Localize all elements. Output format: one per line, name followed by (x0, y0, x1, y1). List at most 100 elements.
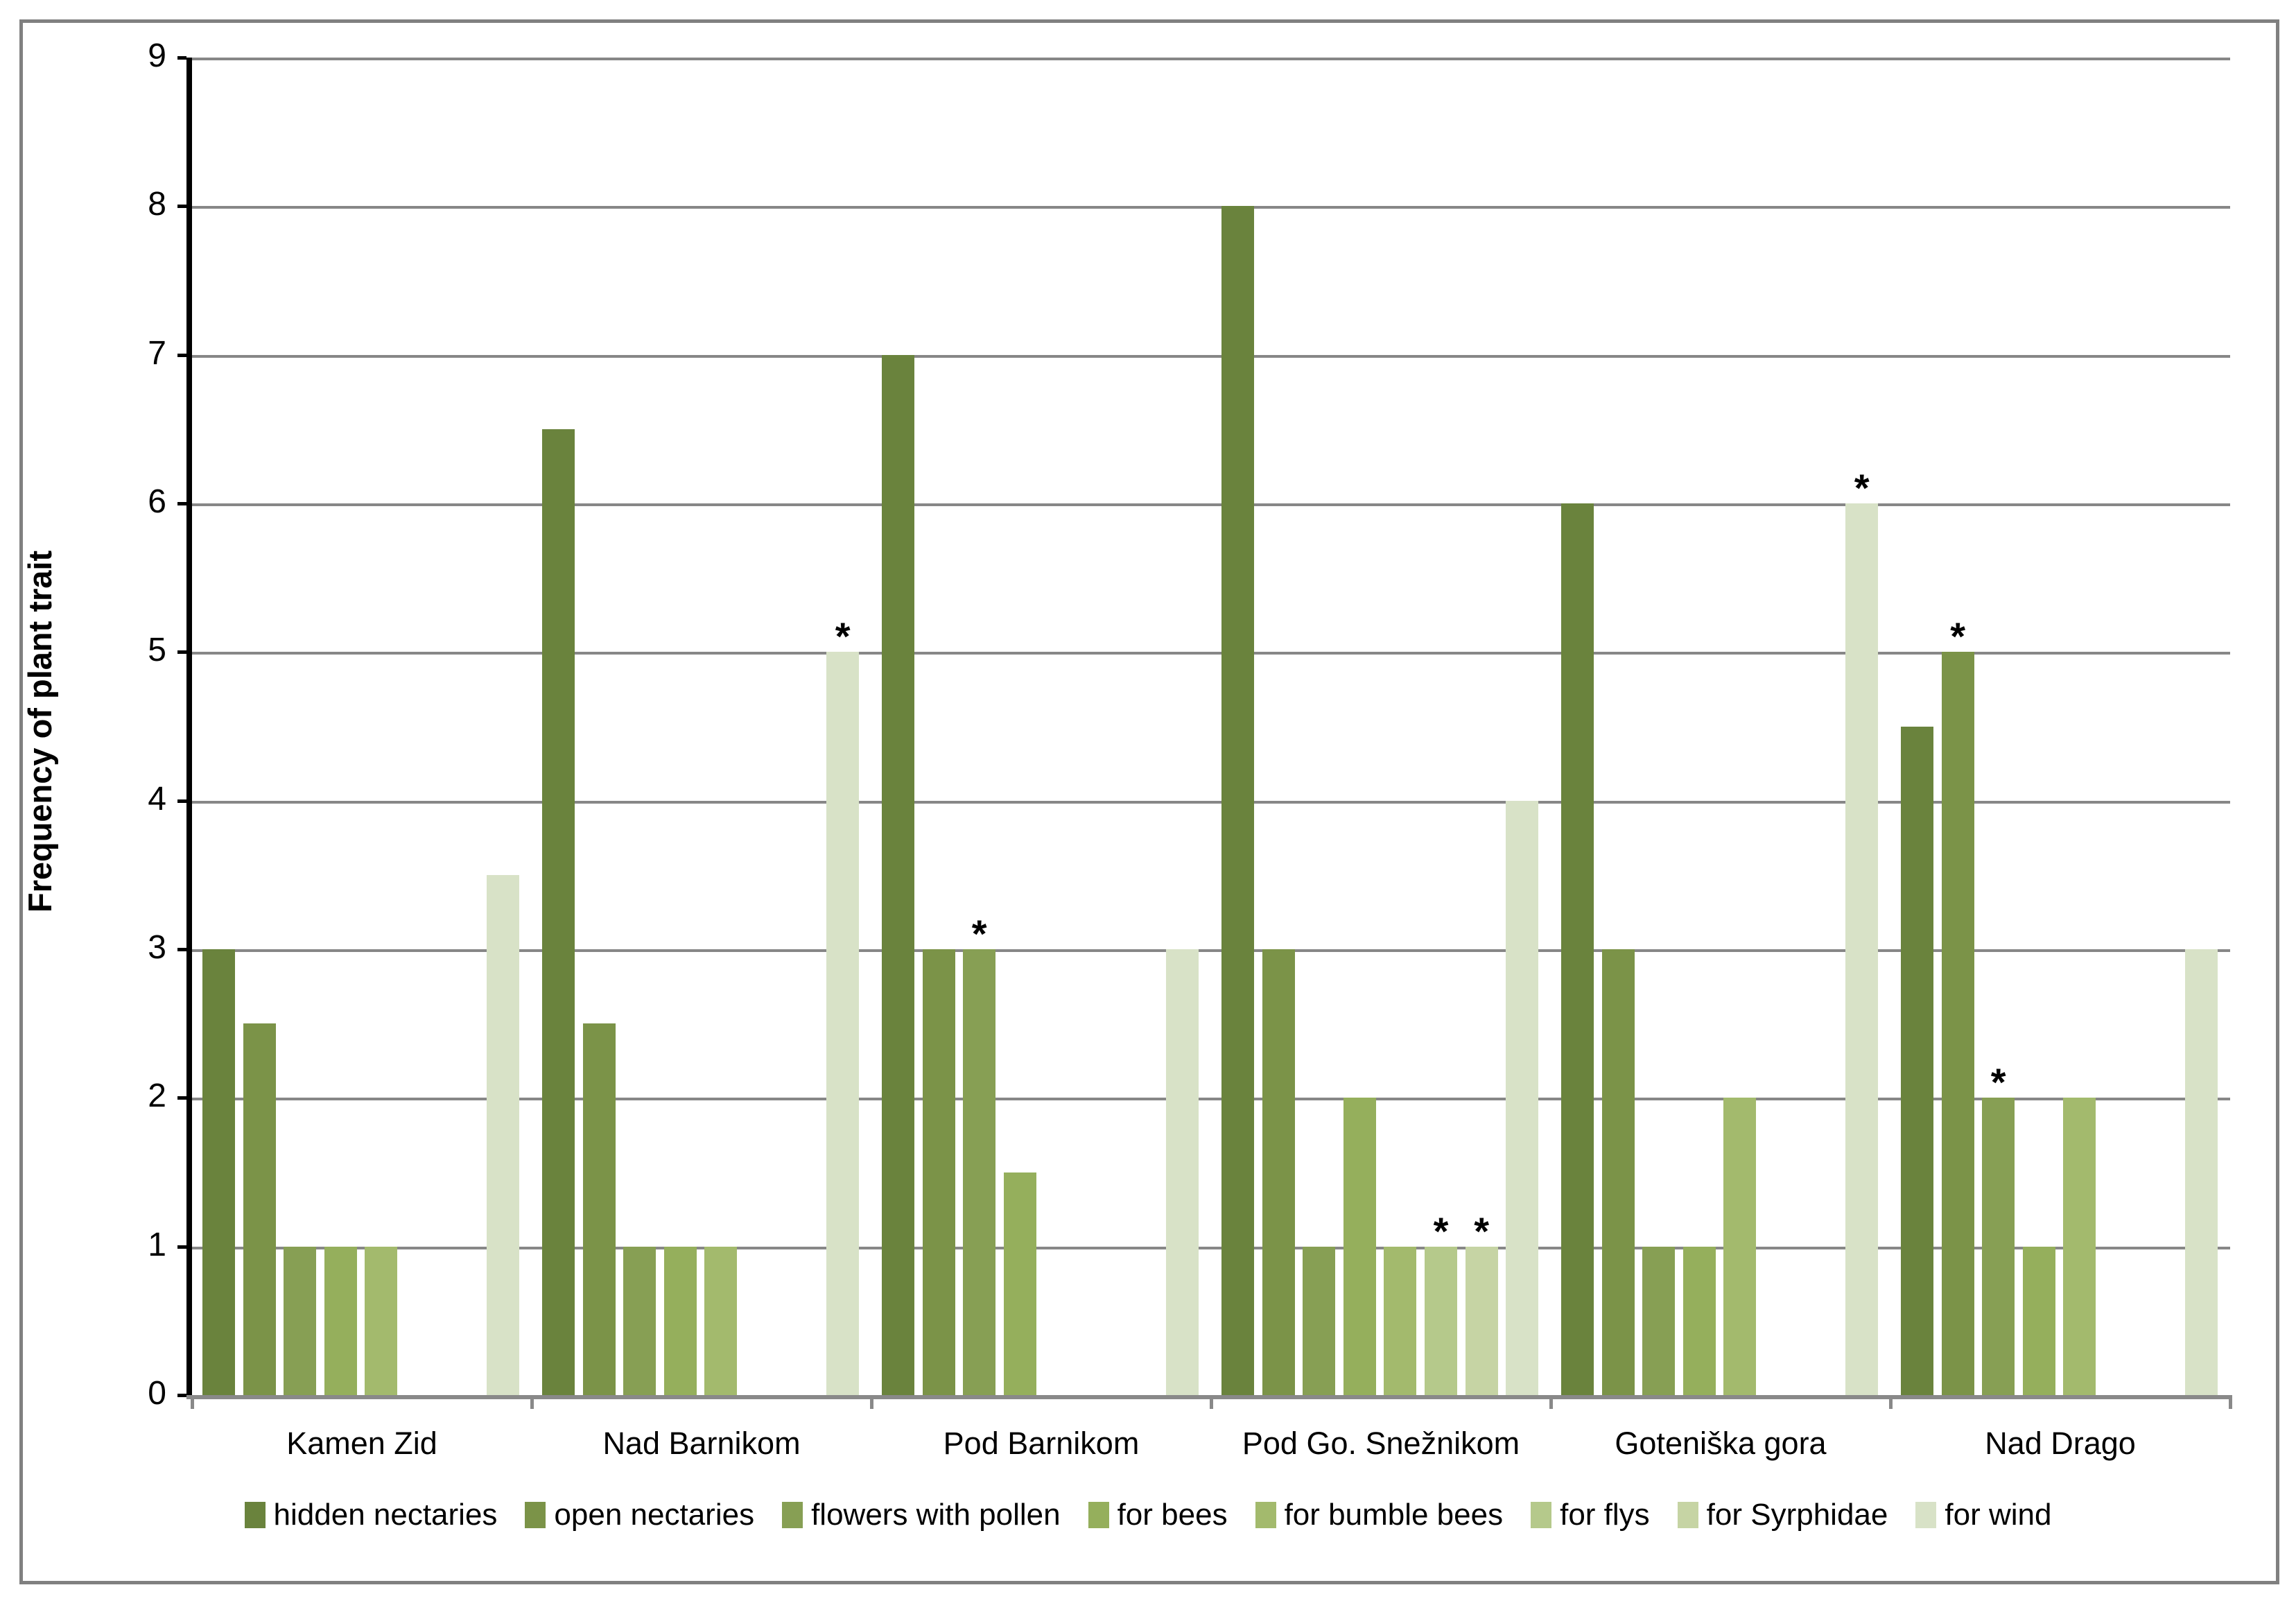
significance-asterisk: * (1950, 614, 1965, 659)
bar-hidden-nectaries-1 (202, 949, 235, 1395)
bar-for-wind-6 (2185, 949, 2218, 1395)
legend-label: for bees (1117, 1498, 1228, 1532)
y-tick-1 (177, 1245, 186, 1249)
y-tick-label-0: 0 (148, 1375, 166, 1412)
y-tick-label-1: 1 (148, 1226, 166, 1263)
legend-label: for wind (1945, 1498, 2052, 1532)
category-label-1: Kamen Zid (286, 1426, 437, 1461)
bar-for-bumble-bees-4 (1384, 1246, 1417, 1395)
bar-flowers-with-pollen-5 (1642, 1246, 1676, 1395)
legend-swatch-icon (1915, 1502, 1937, 1528)
bar-for-bees-4 (1343, 1098, 1376, 1395)
x-tick-3 (1209, 1395, 1213, 1409)
significance-asterisk: * (1433, 1209, 1449, 1253)
legend-item-open-nectaries: open nectaries (525, 1498, 754, 1532)
bar-for-bumble-bees-2 (704, 1246, 738, 1395)
gridline-5 (192, 652, 2230, 655)
significance-asterisk: * (971, 912, 987, 955)
y-tick-label-2: 2 (148, 1078, 166, 1115)
bar-for-wind-2 (826, 652, 860, 1395)
legend-label: flowers with pollen (811, 1498, 1061, 1532)
y-tick-6 (177, 502, 186, 505)
chart-outer-border (19, 19, 2279, 1584)
x-tick-4 (1549, 1395, 1553, 1409)
y-tick-label-9: 9 (148, 37, 166, 74)
plot-area: * * * * * * * (192, 58, 2230, 1395)
bar-open-nectaries-1 (243, 1023, 276, 1395)
y-tick-4 (177, 799, 186, 803)
category-label-5: Goteniška gora (1615, 1426, 1827, 1461)
legend-swatch-icon (525, 1502, 546, 1528)
bar-for-flys-4 (1425, 1246, 1457, 1395)
bar-for-wind-3 (1166, 949, 1199, 1395)
y-tick-8 (177, 205, 186, 209)
significance-asterisk: * (1474, 1209, 1489, 1253)
legend-label: open nectaries (554, 1498, 755, 1532)
legend-swatch-icon (1677, 1502, 1698, 1528)
y-tick-2 (177, 1096, 186, 1100)
gridline-4 (192, 800, 2230, 804)
bar-open-nectaries-2 (582, 1023, 616, 1395)
y-tick-label-4: 4 (148, 780, 166, 817)
legend-swatch-icon (1088, 1502, 1109, 1528)
legend-label: hidden nectaries (273, 1498, 498, 1532)
y-axis-line (186, 58, 192, 1398)
x-tick-1 (530, 1395, 534, 1409)
bar-for-bees-5 (1682, 1246, 1716, 1395)
gridline-3 (192, 949, 2230, 952)
gridline-8 (192, 206, 2230, 209)
y-tick-3 (177, 948, 186, 951)
y-tick-label-3: 3 (148, 929, 166, 966)
y-tick-label-6: 6 (148, 483, 166, 520)
gridline-7 (192, 354, 2230, 358)
bar-hidden-nectaries-5 (1561, 503, 1594, 1395)
bar-hidden-nectaries-4 (1221, 206, 1254, 1395)
legend: hidden nectaries open nectaries flowers wi… (0, 1498, 2296, 1532)
bar-flowers-with-pollen-4 (1303, 1246, 1336, 1395)
category-label-4: Pod Go. Snežnikom (1242, 1426, 1520, 1461)
bar-open-nectaries-3 (922, 949, 955, 1395)
bar-for-wind-1 (487, 874, 520, 1395)
legend-item-flowers-with-pollen: flowers with pollen (782, 1498, 1061, 1532)
significance-asterisk: * (1854, 466, 1870, 510)
significance-asterisk: * (1990, 1060, 2006, 1105)
bar-flowers-with-pollen-2 (623, 1246, 656, 1395)
bar-open-nectaries-6 (1941, 652, 1974, 1395)
legend-swatch-icon (1255, 1502, 1276, 1528)
bar-for-bumble-bees-6 (2063, 1098, 2096, 1395)
bar-open-nectaries-5 (1601, 949, 1635, 1395)
bar-for-bumble-bees-1 (365, 1246, 398, 1395)
bar-for-bees-6 (2022, 1246, 2055, 1395)
legend-item-for-wind: for wind (1915, 1498, 2051, 1532)
bar-hidden-nectaries-6 (1901, 726, 1933, 1395)
y-tick-0 (177, 1394, 186, 1397)
y-tick-9 (177, 56, 186, 60)
x-tick-2 (869, 1395, 873, 1409)
category-label-6: Nad Drago (1985, 1426, 2136, 1461)
category-label-2: Nad Barnikom (602, 1426, 801, 1461)
bar-for-bumble-bees-5 (1723, 1098, 1757, 1395)
bar-open-nectaries-4 (1262, 949, 1295, 1395)
y-tick-label-7: 7 (148, 334, 166, 372)
legend-swatch-icon (1531, 1502, 1552, 1528)
x-tick-6 (2228, 1395, 2232, 1409)
y-tick-7 (177, 353, 186, 357)
bar-flowers-with-pollen-3 (963, 949, 996, 1395)
gridline-2 (192, 1098, 2230, 1101)
y-tick-5 (177, 650, 186, 655)
legend-item-for-bumble-bees: for bumble bees (1255, 1498, 1503, 1532)
y-tick-label-8: 8 (148, 186, 166, 223)
y-tick-label-5: 5 (148, 632, 166, 669)
legend-item-for-flys: for flys (1531, 1498, 1650, 1532)
x-tick-5 (1888, 1395, 1893, 1409)
bar-for-wind-4 (1506, 800, 1539, 1395)
bar-for-Syrphidae-4 (1465, 1246, 1498, 1395)
legend-label: for Syrphidae (1706, 1498, 1888, 1532)
gridline-6 (192, 503, 2230, 506)
x-tick-0 (190, 1395, 194, 1409)
y-axis-title: Frequency of plant trait (21, 550, 58, 913)
legend-item-for-bees: for bees (1088, 1498, 1228, 1532)
bar-for-bees-3 (1003, 1172, 1036, 1395)
bar-for-bees-1 (324, 1246, 357, 1395)
